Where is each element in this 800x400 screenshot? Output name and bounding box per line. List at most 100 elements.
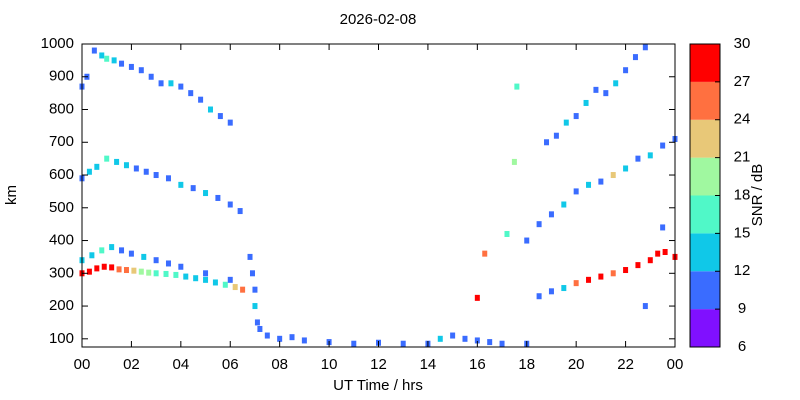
data-point [289, 334, 295, 341]
colorbar-tick-label: 21 [734, 149, 751, 166]
colorbar-tick-label: 18 [734, 186, 751, 203]
data-point [593, 86, 599, 93]
data-point [138, 67, 144, 74]
colorbar-tick-label: 12 [734, 262, 751, 279]
data-point [252, 286, 258, 293]
data-point [511, 158, 517, 165]
data-point [647, 257, 653, 264]
data-point [249, 270, 255, 277]
data-point [254, 319, 260, 326]
data-point [165, 260, 171, 267]
data-point [128, 63, 134, 70]
data-point [227, 119, 233, 126]
data-point [264, 332, 270, 339]
y-tick-label: 900 [49, 68, 74, 85]
data-point [603, 90, 609, 97]
data-point [168, 80, 174, 87]
x-axis-label: UT Time / hrs [333, 377, 423, 394]
data-point [163, 270, 169, 277]
data-point [178, 181, 184, 188]
y-tick-label: 1000 [41, 35, 74, 52]
data-point [561, 201, 567, 208]
data-point [146, 269, 152, 276]
data-point [660, 224, 666, 231]
data-point [586, 181, 592, 188]
x-tick-label: 18 [518, 356, 535, 373]
data-point [217, 113, 223, 120]
y-tick-label: 100 [49, 330, 74, 347]
data-point [190, 185, 196, 192]
x-tick-label: 00 [667, 356, 684, 373]
data-point [514, 83, 520, 90]
data-point [544, 139, 550, 146]
data-point [573, 280, 579, 287]
data-point [86, 268, 92, 275]
colorbar-bin [690, 44, 720, 82]
data-point [598, 273, 604, 280]
data-point [227, 201, 233, 208]
y-tick-label: 200 [49, 297, 74, 314]
data-point [301, 337, 307, 344]
data-point [252, 303, 258, 310]
x-tick-label: 12 [370, 356, 387, 373]
data-point [623, 267, 629, 274]
data-point [123, 162, 129, 169]
data-point [536, 221, 542, 228]
data-point [437, 335, 443, 342]
data-point [561, 285, 567, 292]
data-point [487, 339, 493, 346]
data-point [153, 257, 159, 264]
y-tick-label: 800 [49, 100, 74, 117]
colorbar-bin [690, 309, 720, 347]
y-tick-label: 300 [49, 264, 74, 281]
colorbar-tick-label: 30 [734, 35, 751, 52]
data-point [610, 270, 616, 277]
data-point [553, 132, 559, 139]
data-point [222, 281, 228, 288]
colorbar-tick-label: 9 [738, 300, 746, 317]
data-point [94, 265, 100, 272]
data-point [153, 172, 159, 179]
data-point [123, 267, 129, 274]
data-point [109, 244, 115, 251]
data-point [91, 47, 97, 54]
data-point [548, 288, 554, 295]
x-tick-label: 20 [568, 356, 585, 373]
colorbar-bin [690, 271, 720, 310]
data-point [610, 172, 616, 179]
data-point [178, 263, 184, 270]
x-tick-label: 04 [172, 356, 189, 373]
data-point [119, 60, 125, 67]
data-point [504, 230, 510, 237]
data-point [188, 90, 194, 97]
x-tick-label: 14 [420, 356, 437, 373]
data-point [133, 165, 139, 172]
data-point [99, 247, 105, 254]
y-tick-label: 600 [49, 166, 74, 183]
plot-frame [81, 43, 676, 348]
data-point [109, 264, 115, 271]
y-tick-label: 500 [49, 199, 74, 216]
data-point [660, 142, 666, 149]
data-point [104, 55, 110, 62]
data-point [143, 168, 149, 175]
data-point [227, 276, 233, 283]
data-point [642, 303, 648, 310]
data-point [351, 340, 357, 347]
y-tick-label: 700 [49, 133, 74, 150]
y-axis-label: km [3, 185, 20, 205]
colorbar-bin [690, 233, 720, 272]
data-point [111, 57, 117, 64]
colorbar-tick-label: 6 [738, 338, 746, 355]
data-point [138, 268, 144, 275]
data-point [573, 113, 579, 120]
data-point [178, 83, 184, 90]
data-point [474, 337, 480, 344]
data-point [207, 106, 213, 113]
data-point [173, 271, 179, 278]
data-point [613, 80, 619, 87]
data-point [101, 263, 107, 270]
data-point [632, 54, 638, 61]
colorbar-bin [690, 81, 720, 120]
data-point [642, 44, 648, 51]
